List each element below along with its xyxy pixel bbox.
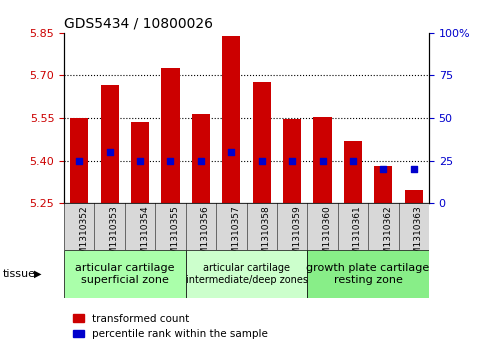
Point — [227, 149, 235, 155]
Text: tissue: tissue — [2, 269, 35, 279]
Text: growth plate cartilage
resting zone: growth plate cartilage resting zone — [307, 263, 430, 285]
Text: GSM1310361: GSM1310361 — [353, 205, 362, 266]
Bar — [131, 122, 149, 203]
Bar — [64, 250, 186, 298]
Text: GSM1310355: GSM1310355 — [171, 205, 179, 266]
Text: GSM1310363: GSM1310363 — [414, 205, 423, 266]
Bar — [101, 85, 119, 203]
Point — [410, 166, 418, 172]
Text: GSM1310352: GSM1310352 — [79, 205, 88, 266]
Point — [380, 166, 387, 172]
Bar — [222, 36, 241, 203]
Point — [106, 149, 113, 155]
Bar — [252, 82, 271, 203]
Bar — [374, 166, 392, 203]
Point — [258, 158, 266, 163]
Bar — [186, 250, 307, 298]
Bar — [161, 68, 179, 203]
Text: GSM1310353: GSM1310353 — [109, 205, 119, 266]
Point — [288, 158, 296, 163]
Point — [136, 158, 144, 163]
Point — [349, 158, 357, 163]
Text: GSM1310360: GSM1310360 — [322, 205, 331, 266]
Text: articular cartilage
superficial zone: articular cartilage superficial zone — [75, 263, 175, 285]
Bar — [307, 250, 429, 298]
Bar — [192, 114, 210, 203]
Text: ▶: ▶ — [34, 269, 41, 279]
Text: GSM1310359: GSM1310359 — [292, 205, 301, 266]
Text: GSM1310354: GSM1310354 — [140, 205, 149, 266]
Bar — [70, 118, 88, 203]
Legend: transformed count, percentile rank within the sample: transformed count, percentile rank withi… — [70, 310, 272, 343]
Text: articular cartilage
intermediate/deep zones: articular cartilage intermediate/deep zo… — [185, 263, 308, 285]
Point — [318, 158, 326, 163]
Text: GDS5434 / 10800026: GDS5434 / 10800026 — [64, 16, 213, 30]
Text: GSM1310358: GSM1310358 — [262, 205, 271, 266]
Bar — [314, 117, 332, 203]
Bar — [283, 119, 301, 203]
Bar — [405, 191, 423, 203]
Bar — [344, 141, 362, 203]
Point — [167, 158, 175, 163]
Point — [197, 158, 205, 163]
Text: GSM1310362: GSM1310362 — [384, 205, 392, 266]
Text: GSM1310356: GSM1310356 — [201, 205, 210, 266]
Text: GSM1310357: GSM1310357 — [231, 205, 240, 266]
Point — [75, 158, 83, 163]
